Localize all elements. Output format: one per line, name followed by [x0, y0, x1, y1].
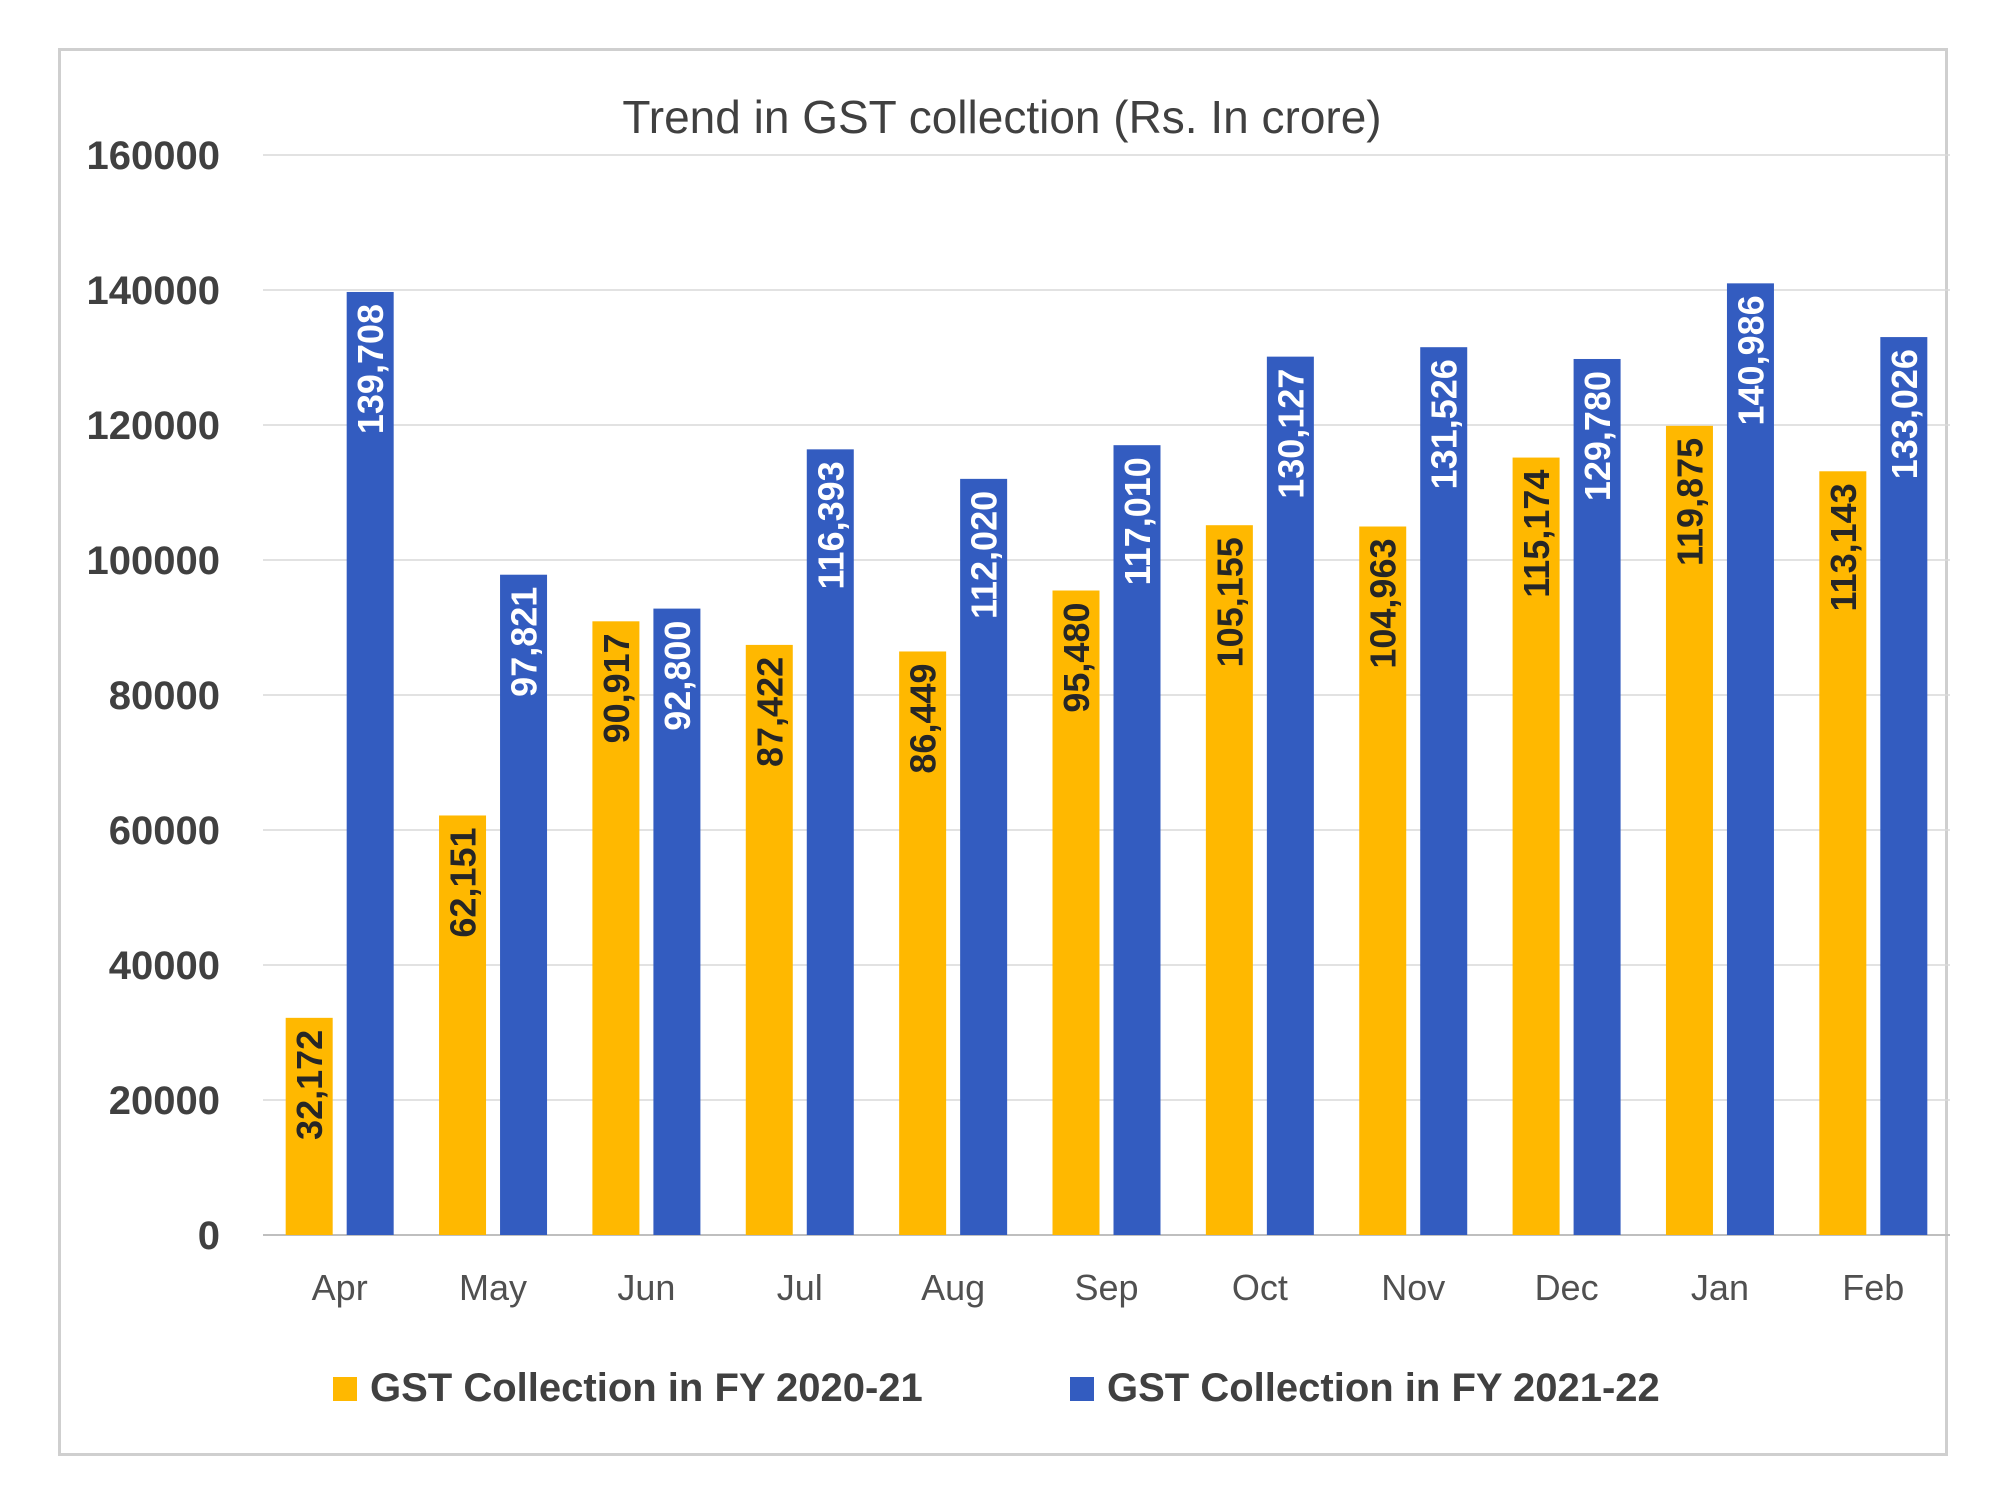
bar-fy2020-21: [285, 1017, 333, 1235]
y-tick-label: 20000: [109, 1079, 220, 1123]
data-label: 139,708: [350, 304, 391, 434]
bar-fy2020-21: [1819, 471, 1867, 1235]
x-axis-ticks: Apr May Jun Jul Aug Sep Oct Nov Dec Jan Feb: [312, 1267, 1905, 1308]
y-tick-label: 60000: [109, 809, 220, 853]
data-label: 97,821: [504, 587, 545, 697]
data-label: 90,917: [596, 633, 637, 743]
bar-fy2021-22: [500, 574, 548, 1235]
bar-fy2021-22: [1726, 283, 1774, 1236]
x-tick-label: Jun: [617, 1267, 675, 1308]
data-label: 62,151: [443, 827, 484, 937]
x-tick-label: Jan: [1691, 1267, 1749, 1308]
data-label: 140,986: [1730, 295, 1771, 425]
legend: GST Collection in FY 2020-21 GST Collecti…: [333, 1366, 1660, 1410]
bar-fy2021-22: [653, 608, 701, 1235]
bar-fy2020-21: [1052, 590, 1100, 1235]
bar-fy2020-21: [439, 815, 487, 1235]
data-label: 105,155: [1209, 537, 1250, 667]
x-tick-label: Dec: [1535, 1267, 1599, 1308]
bar-fy2020-21: [1665, 425, 1713, 1235]
bar-fy2020-21: [1359, 526, 1407, 1235]
y-axis-ticks: 0 20000 40000 60000 80000 100000 120000 140000 1…: [87, 134, 220, 1258]
bar-fy2021-22: [1420, 347, 1468, 1236]
data-label: 129,780: [1577, 371, 1618, 501]
bar-fy2021-22: [1266, 356, 1314, 1235]
data-label: 86,449: [903, 663, 944, 773]
bar-fy2020-21: [1205, 525, 1253, 1235]
data-label: 95,480: [1056, 603, 1097, 713]
y-tick-label: 40000: [109, 944, 220, 988]
legend-label: GST Collection in FY 2020-21: [370, 1366, 923, 1410]
bar-fy2021-22: [346, 291, 394, 1235]
y-tick-label: 120000: [87, 404, 220, 448]
x-tick-label: Sep: [1074, 1267, 1138, 1308]
y-tick-label: 80000: [109, 674, 220, 718]
data-label: 92,800: [657, 621, 698, 731]
data-label: 32,172: [289, 1030, 330, 1140]
y-tick-label: 0: [198, 1214, 220, 1258]
bar-fy2021-22: [960, 478, 1008, 1235]
bar-fy2021-22: [1573, 358, 1621, 1235]
x-tick-label: Apr: [312, 1267, 368, 1308]
legend-label: GST Collection in FY 2021-22: [1107, 1366, 1660, 1410]
data-label: 133,026: [1884, 349, 1925, 479]
data-label: 130,127: [1270, 369, 1311, 499]
bar-fy2020-21: [592, 621, 640, 1235]
x-tick-label: May: [459, 1267, 527, 1308]
data-label: 131,526: [1424, 359, 1465, 489]
x-tick-label: Aug: [921, 1267, 985, 1308]
data-label: 117,010: [1117, 457, 1158, 585]
data-label: 87,422: [749, 657, 790, 767]
data-label: 119,875: [1669, 438, 1710, 566]
x-tick-label: Oct: [1232, 1267, 1288, 1308]
data-label: 115,174: [1516, 470, 1557, 598]
bar-fy2020-21: [1512, 457, 1560, 1235]
bars: 32,172 139,708 62,151 97,821 90,917 92,800 87,…: [285, 283, 1928, 1236]
y-tick-label: 160000: [87, 134, 220, 178]
bar-fy2021-22: [806, 449, 854, 1235]
legend-swatch: [1070, 1377, 1094, 1401]
bar-fy2021-22: [1113, 445, 1161, 1235]
data-label: 113,143: [1823, 483, 1864, 611]
x-tick-label: Jul: [777, 1267, 823, 1308]
data-label: 116,393: [810, 461, 851, 589]
bar-fy2020-21: [745, 644, 793, 1235]
bar-fy2021-22: [1880, 337, 1928, 1236]
bar-fy2020-21: [899, 651, 947, 1235]
data-label: 104,963: [1363, 538, 1404, 668]
x-tick-label: Feb: [1842, 1267, 1904, 1308]
y-tick-label: 140000: [87, 269, 220, 313]
data-label: 112,020: [964, 491, 1005, 619]
x-tick-label: Nov: [1381, 1267, 1445, 1308]
legend-swatch: [333, 1377, 357, 1401]
chart-title: Trend in GST collection (Rs. In crore): [622, 91, 1381, 143]
y-tick-label: 100000: [87, 539, 220, 583]
